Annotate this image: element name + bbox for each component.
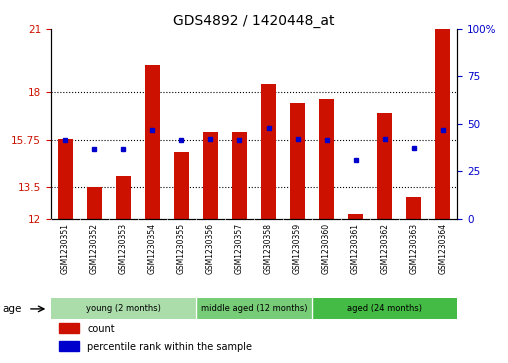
- Title: GDS4892 / 1420448_at: GDS4892 / 1420448_at: [173, 14, 335, 28]
- Bar: [59, 341, 79, 351]
- Bar: [203, 132, 218, 219]
- Text: GSM1230356: GSM1230356: [206, 223, 215, 274]
- Bar: [116, 176, 131, 219]
- Text: young (2 months): young (2 months): [86, 305, 161, 313]
- Bar: [261, 84, 276, 219]
- Text: GSM1230352: GSM1230352: [90, 223, 99, 273]
- Bar: [377, 113, 392, 219]
- Bar: [435, 29, 450, 219]
- Bar: [348, 214, 363, 219]
- Bar: [196, 298, 312, 319]
- Bar: [232, 132, 247, 219]
- Text: GSM1230355: GSM1230355: [177, 223, 186, 274]
- Text: GSM1230353: GSM1230353: [119, 223, 128, 274]
- Bar: [174, 152, 188, 219]
- Text: GSM1230357: GSM1230357: [235, 223, 244, 274]
- Text: GSM1230362: GSM1230362: [380, 223, 389, 273]
- Text: GSM1230361: GSM1230361: [351, 223, 360, 273]
- Text: GSM1230363: GSM1230363: [409, 223, 418, 274]
- Text: GSM1230364: GSM1230364: [438, 223, 447, 274]
- Text: percentile rank within the sample: percentile rank within the sample: [87, 342, 252, 352]
- Bar: [51, 298, 196, 319]
- Bar: [406, 197, 421, 219]
- Bar: [87, 187, 102, 219]
- Text: GSM1230360: GSM1230360: [322, 223, 331, 274]
- Text: GSM1230351: GSM1230351: [61, 223, 70, 273]
- Text: GSM1230358: GSM1230358: [264, 223, 273, 273]
- Bar: [320, 98, 334, 219]
- Bar: [59, 323, 79, 333]
- Text: aged (24 months): aged (24 months): [347, 305, 422, 313]
- Bar: [290, 103, 305, 219]
- Text: GSM1230354: GSM1230354: [148, 223, 157, 274]
- Bar: [312, 298, 457, 319]
- Bar: [58, 139, 73, 219]
- Text: middle aged (12 months): middle aged (12 months): [201, 305, 307, 313]
- Text: age: age: [3, 304, 22, 314]
- Text: count: count: [87, 323, 115, 334]
- Text: GSM1230359: GSM1230359: [293, 223, 302, 274]
- Bar: [145, 65, 160, 219]
